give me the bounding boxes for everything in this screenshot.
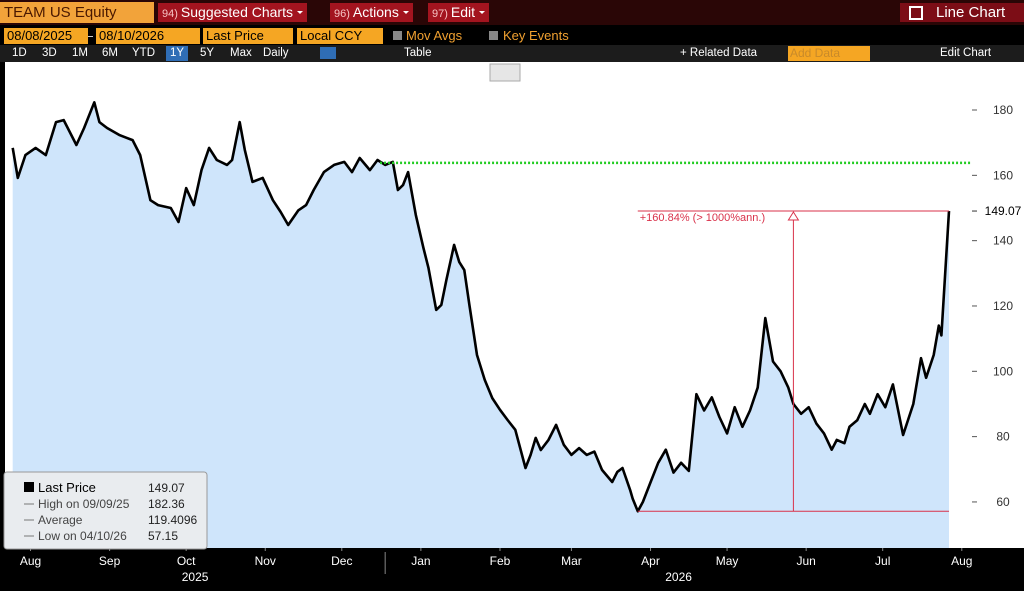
table-button[interactable]: Table: [404, 47, 432, 59]
year-label: 2026: [665, 570, 692, 584]
annotation: +160.84% (> 1000%ann.): [640, 212, 765, 224]
currency[interactable]: Local CCY: [297, 28, 383, 44]
end-date[interactable]: 08/10/2026: [96, 28, 200, 44]
period-button[interactable]: 1Y: [166, 46, 189, 61]
y-tick-label: 180: [993, 103, 1013, 117]
x-tick-label: Feb: [490, 554, 511, 568]
field[interactable]: Last Price: [203, 28, 293, 44]
range-bar: 1D 3D 1M 6M YTD 1Y 5Y Max Daily Table + Related…: [0, 45, 1024, 62]
menu-number: 96): [334, 8, 350, 20]
x-tick-label: Jul: [875, 554, 890, 568]
menu-label: Suggested Charts: [180, 4, 293, 20]
edit-chart[interactable]: Edit Chart: [940, 47, 992, 59]
key-events[interactable]: Key Events: [503, 28, 569, 43]
x-tick-label: Sep: [99, 554, 121, 568]
legend-box: [3, 471, 208, 550]
legend-value: 57.15: [148, 529, 178, 543]
popout-icon: [909, 6, 923, 20]
y-tick-label: 80: [996, 430, 1010, 444]
menu-number: 94): [162, 8, 178, 20]
line: [11, 101, 951, 513]
arrow-head: [787, 211, 800, 221]
chart-type: Line Chart: [936, 4, 1006, 21]
legend-value: 182.36: [148, 497, 185, 511]
area: [12, 102, 949, 549]
legend: Last Price 149.07 High on 09/09/25 182.36 Av…: [3, 471, 208, 550]
period-button[interactable]: 1M: [72, 47, 88, 59]
chart: +160.84% (> 1000%ann.) 60 80 100 120 140 160 18…: [0, 62, 1024, 591]
checkbox[interactable]: [393, 31, 402, 40]
legend-label: High on 09/09/25: [38, 497, 130, 511]
related-data[interactable]: + Related Data: [680, 47, 758, 59]
menu-button[interactable]: 94) Suggested Charts: [158, 3, 307, 22]
y-tick-label: 160: [993, 168, 1013, 182]
x-tick-label: Jun: [796, 554, 815, 568]
legend-value: 149.07: [148, 481, 185, 495]
legend-swatch: [24, 482, 34, 492]
legend-value: 119.4096: [148, 513, 197, 527]
legend-label: Last Price: [38, 480, 96, 495]
x-axis-band: [0, 548, 1024, 591]
left-border: [0, 62, 5, 548]
x-tick-label: Aug: [951, 554, 972, 568]
security-field[interactable]: TEAM US Equity: [0, 2, 154, 23]
settings-bar: 08/08/2025 08/10/2026 Last Price Local C…: [0, 26, 1024, 45]
mov-avgs[interactable]: Mov Avgs: [406, 28, 463, 43]
frequency[interactable]: Daily: [263, 47, 289, 59]
security: TEAM US Equity: [4, 4, 117, 21]
y-tick-label: 140: [993, 234, 1013, 248]
x-tick-label: May: [716, 554, 739, 568]
title-bar: TEAM US Equity 94) Suggested Charts 96) Ac…: [0, 0, 1024, 25]
period-button[interactable]: 5Y: [200, 47, 215, 59]
y-tick-label: 60: [996, 495, 1010, 509]
x-tick-label: Oct: [177, 554, 196, 568]
x-tick-label: Jan: [411, 554, 430, 568]
period-button[interactable]: YTD: [132, 47, 155, 59]
add-data[interactable]: Add Data: [788, 46, 870, 61]
period-button[interactable]: Max: [230, 47, 252, 59]
menu-label: Actions: [352, 4, 399, 20]
checkbox[interactable]: [489, 31, 498, 40]
menu-number: 97): [432, 8, 448, 20]
menu-label: Edit: [450, 4, 476, 20]
x-tick-label: Mar: [561, 554, 582, 568]
chart-type-box[interactable]: Line Chart: [900, 3, 1024, 22]
menu-button[interactable]: 96) Actions: [330, 3, 413, 22]
x-tick-label: Nov: [255, 554, 276, 568]
x-tick-label: Dec: [331, 554, 352, 568]
year-label: 2025: [182, 570, 209, 584]
period-button[interactable]: 3D: [42, 47, 57, 59]
x-tick-label: Aug: [20, 554, 41, 568]
period-button[interactable]: 1D: [12, 47, 27, 59]
menu-button[interactable]: 97) Edit: [428, 3, 490, 22]
x-tick-label: Apr: [641, 554, 660, 568]
period-button[interactable]: 6M: [102, 47, 118, 59]
y-tick-label: 120: [993, 299, 1013, 313]
start-date[interactable]: 08/08/2025: [4, 28, 88, 44]
legend-label: Low on 04/10/26: [38, 529, 127, 543]
line-icon[interactable]: [320, 47, 336, 59]
chart-options-button[interactable]: [489, 63, 521, 82]
last-value-label: 149.07: [985, 204, 1022, 218]
separator: [88, 36, 93, 37]
y-tick-label: 100: [993, 364, 1013, 378]
legend-label: Average: [38, 513, 83, 527]
